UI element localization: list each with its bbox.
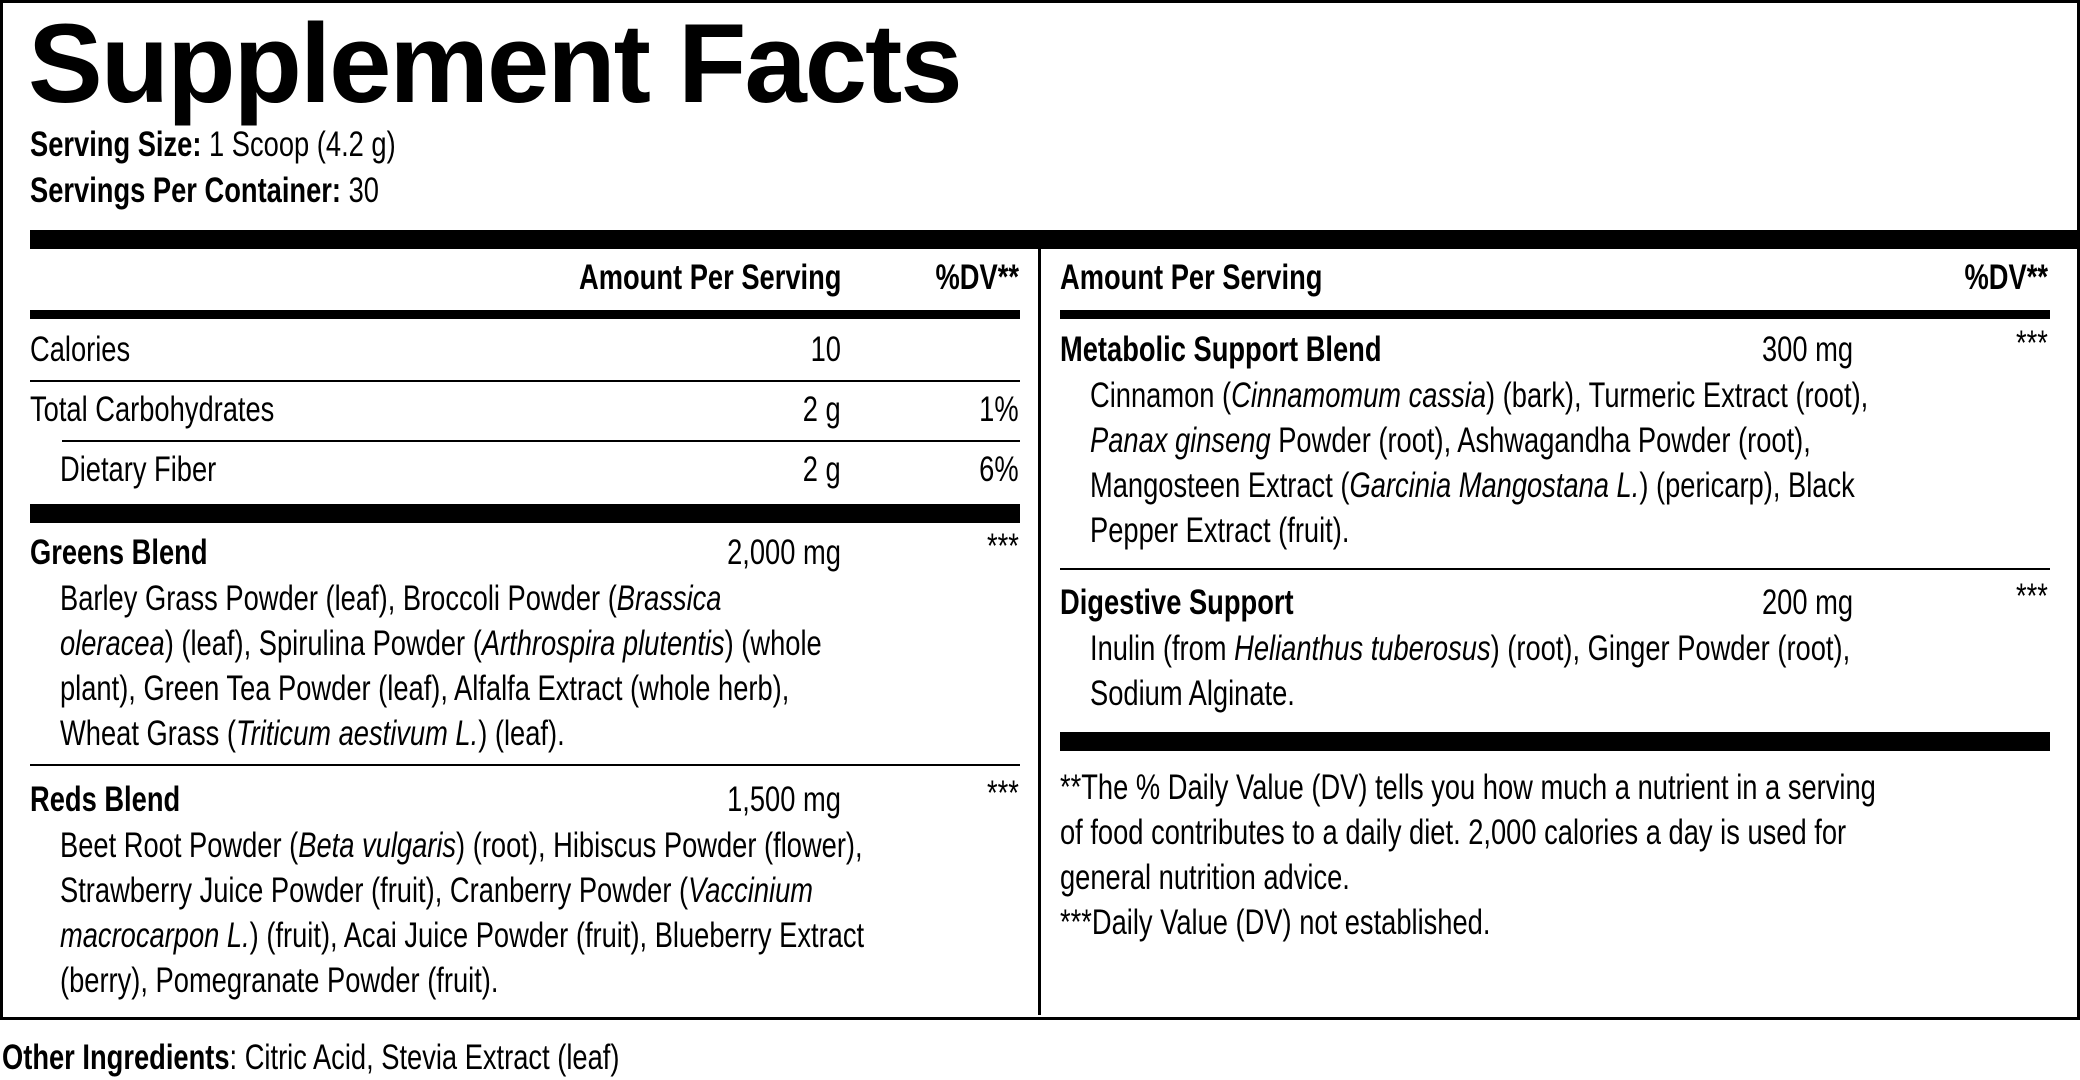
ingredient-line: Cinnamon (Cinnamomum cassia) (bark), Tur… bbox=[1090, 373, 1868, 418]
right-header-amount: Amount Per Serving bbox=[1060, 258, 1323, 297]
ingredient-line: Mangosteen Extract (Garcinia Mangostana … bbox=[1090, 463, 1855, 508]
footnote: ***Daily Value (DV) not established. bbox=[1060, 903, 1491, 942]
ingredient-text: Barley Grass Powder (leaf), Broccoli Pow… bbox=[60, 579, 617, 618]
nutrient-dv: 6% bbox=[979, 450, 1019, 489]
divider bbox=[30, 380, 1020, 382]
ingredient-text: Strawberry Juice Powder (fruit), Cranber… bbox=[60, 871, 689, 910]
ingredient-text: Powder (root), Ashwagandha Powder (root)… bbox=[1270, 421, 1811, 460]
left-header-dv: %DV** bbox=[935, 258, 1019, 297]
footnote: of food contributes to a daily diet. 2,0… bbox=[1060, 813, 1847, 852]
nutrient-amount: 2 g bbox=[803, 450, 841, 489]
ingredient-line: Inulin (from Helianthus tuberosus) (root… bbox=[1090, 626, 1850, 671]
other-ingredients-label: Other Ingredients bbox=[2, 1038, 230, 1077]
nutrient-name: Calories bbox=[30, 330, 131, 369]
ingredient-line: Pepper Extract (fruit). bbox=[1090, 508, 1349, 553]
thick-divider bbox=[30, 504, 1020, 523]
page-title: Supplement Facts bbox=[28, 1, 963, 126]
latin-name: oleracea bbox=[60, 624, 165, 663]
ingredient-text: ) (fruit), Acai Juice Powder (fruit), Bl… bbox=[249, 916, 865, 955]
nutrient-amount: 2 g bbox=[803, 390, 841, 429]
ingredient-text: Inulin (from bbox=[1090, 629, 1235, 668]
blend-dv: *** bbox=[987, 774, 1019, 813]
servings-per-container-label: Servings Per Container: bbox=[30, 171, 342, 210]
blend-name: Reds Blend bbox=[30, 780, 181, 819]
blend-amount: 2,000 mg bbox=[727, 533, 841, 572]
blend-amount: 300 mg bbox=[1762, 330, 1854, 369]
ingredient-line: Sodium Alginate. bbox=[1090, 671, 1295, 716]
ingredient-text: ) (whole bbox=[724, 624, 822, 663]
ingredient-text: Beet Root Powder ( bbox=[60, 826, 299, 865]
latin-name: Helianthus tuberosus bbox=[1234, 629, 1491, 668]
latin-name: Garcinia Mangostana L. bbox=[1349, 466, 1640, 505]
thick-divider bbox=[1060, 732, 2050, 751]
ingredient-line: Beet Root Powder (Beta vulgaris) (root),… bbox=[60, 823, 863, 868]
ingredient-text: ) (leaf), Spirulina Powder ( bbox=[164, 624, 482, 663]
latin-name: Cinnamomum cassia bbox=[1231, 376, 1487, 415]
servings-per-container: Servings Per Container: 30 bbox=[30, 168, 379, 213]
left-header-amount: Amount Per Serving bbox=[578, 258, 841, 297]
nutrient-dv: 1% bbox=[979, 390, 1019, 429]
blend-name: Metabolic Support Blend bbox=[1060, 330, 1382, 369]
nutrient-name: Total Carbohydrates bbox=[30, 390, 275, 429]
latin-name: Panax ginseng bbox=[1090, 421, 1271, 460]
latin-name: Triticum aestivum L. bbox=[235, 714, 479, 753]
ingredient-text: Sodium Alginate. bbox=[1090, 674, 1295, 713]
latin-name: macrocarpon L. bbox=[60, 916, 250, 955]
ingredient-text: ) (bark), Turmeric Extract (root), bbox=[1486, 376, 1869, 415]
ingredient-line: macrocarpon L.) (fruit), Acai Juice Powd… bbox=[60, 913, 864, 958]
blend-dv: *** bbox=[987, 527, 1019, 566]
footnote: general nutrition advice. bbox=[1060, 858, 1350, 897]
footnote: **The % Daily Value (DV) tells you how m… bbox=[1060, 768, 1876, 807]
ingredient-text: Mangosteen Extract ( bbox=[1090, 466, 1350, 505]
ingredient-text: ) (pericarp), Black bbox=[1639, 466, 1855, 505]
latin-name: Vaccinium bbox=[688, 871, 814, 910]
serving-size: Serving Size: 1 Scoop (4.2 g) bbox=[30, 122, 396, 167]
latin-name: Beta vulgaris bbox=[298, 826, 457, 865]
ingredient-text: ) (leaf). bbox=[478, 714, 565, 753]
nutrient-name: Dietary Fiber bbox=[60, 450, 217, 489]
ingredient-line: Panax ginseng Powder (root), Ashwagandha… bbox=[1090, 418, 1811, 463]
divider bbox=[30, 310, 1020, 319]
ingredient-text: Wheat Grass ( bbox=[60, 714, 236, 753]
blend-dv: *** bbox=[2016, 577, 2048, 616]
other-ingredients-value: : Citric Acid, Stevia Extract (leaf) bbox=[229, 1038, 620, 1077]
servings-per-container-value: 30 bbox=[348, 171, 379, 210]
ingredient-text: ) (root), Ginger Powder (root), bbox=[1490, 629, 1851, 668]
ingredient-text: Cinnamon ( bbox=[1090, 376, 1232, 415]
label-border bbox=[0, 0, 2080, 1020]
ingredient-line: Strawberry Juice Powder (fruit), Cranber… bbox=[60, 868, 813, 913]
latin-name: Brassica bbox=[616, 579, 722, 618]
divider bbox=[1060, 310, 2050, 319]
ingredient-text: ) (root), Hibiscus Powder (flower), bbox=[456, 826, 863, 865]
right-header-dv: %DV** bbox=[1964, 258, 2048, 297]
blend-name: Greens Blend bbox=[30, 533, 208, 572]
ingredient-line: Wheat Grass (Triticum aestivum L.) (leaf… bbox=[60, 711, 565, 756]
serving-size-label: Serving Size: bbox=[30, 125, 202, 164]
divider bbox=[1060, 568, 2050, 570]
blend-amount: 1,500 mg bbox=[727, 780, 841, 819]
ingredient-text: Pepper Extract (fruit). bbox=[1090, 511, 1350, 550]
thick-divider bbox=[30, 230, 2080, 249]
divider bbox=[62, 440, 1020, 442]
blend-dv: *** bbox=[2016, 324, 2048, 363]
blend-name: Digestive Support bbox=[1060, 583, 1294, 622]
ingredient-line: (berry), Pomegranate Powder (fruit). bbox=[60, 958, 498, 1003]
ingredient-text: (berry), Pomegranate Powder (fruit). bbox=[60, 961, 499, 1000]
other-ingredients: Other Ingredients: Citric Acid, Stevia E… bbox=[2, 1035, 619, 1080]
ingredient-line: oleracea) (leaf), Spirulina Powder (Arth… bbox=[60, 621, 822, 666]
ingredient-line: plant), Green Tea Powder (leaf), Alfalfa… bbox=[60, 666, 789, 711]
nutrient-amount: 10 bbox=[810, 330, 841, 369]
ingredient-text: plant), Green Tea Powder (leaf), Alfalfa… bbox=[60, 669, 790, 708]
column-divider bbox=[1038, 249, 1041, 1015]
serving-size-value: 1 Scoop (4.2 g) bbox=[209, 125, 396, 164]
divider bbox=[30, 764, 1020, 766]
latin-name: Arthrospira plutentis bbox=[481, 624, 725, 663]
ingredient-line: Barley Grass Powder (leaf), Broccoli Pow… bbox=[60, 576, 721, 621]
blend-amount: 200 mg bbox=[1762, 583, 1854, 622]
